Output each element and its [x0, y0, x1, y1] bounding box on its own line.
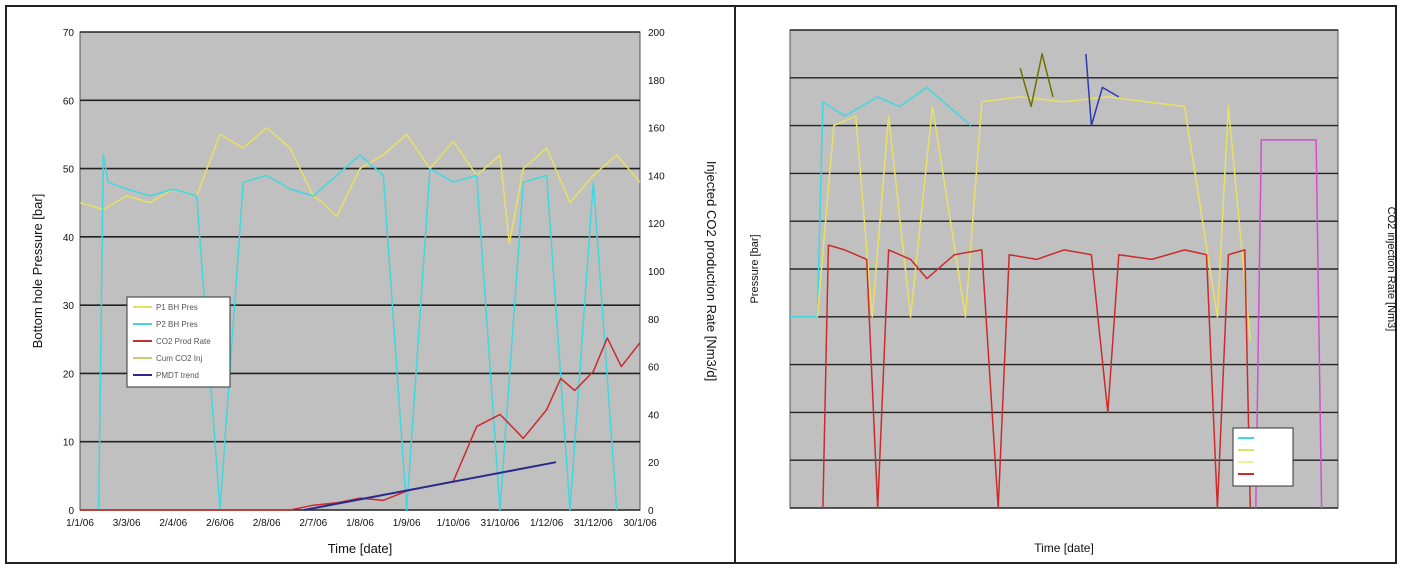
left-x-ticks: 1/1/06 3/3/06 2/4/06 2/6/06 2/8/06 2/7/06 1/8/…: [66, 518, 657, 529]
left-x-tick-label: 1/10/06: [437, 518, 471, 529]
right-y-axis-label: Pressure [bar]: [749, 234, 761, 303]
left-y2-tick-label: 0: [648, 506, 654, 517]
left-y2-tick-label: 180: [648, 76, 665, 87]
right-legend-box: [1232, 427, 1294, 487]
left-y2-tick-label: 160: [648, 124, 665, 135]
left-x-tick-label: 2/8/06: [253, 518, 281, 529]
left-legend: P1 BH Pres P2 BH Pres CO2 Prod Rate Cum CO2…: [126, 296, 231, 388]
right-series-line: [1255, 139, 1323, 509]
left-y2-tick-label: 200: [648, 28, 665, 39]
left-y2-tick-label: 100: [648, 267, 665, 278]
left-y-tick-label: 10: [63, 438, 75, 449]
left-x-tick-label: 1/9/06: [393, 518, 421, 529]
right-x-axis-label: Time [date]: [1034, 541, 1094, 555]
right-series-line: [822, 244, 1252, 509]
left-legend-label: Cum CO2 Inj: [156, 354, 202, 363]
left-x-tick-label: 2/4/06: [159, 518, 187, 529]
left-legend-label: CO2 Prod Rate: [156, 337, 211, 346]
left-y-tick-label: 0: [68, 506, 74, 517]
left-x-tick-label: 31/10/06: [481, 518, 520, 529]
right-series-line: [1085, 53, 1120, 127]
left-x-tick-label: 2/7/06: [299, 518, 327, 529]
left-legend-label: P2 BH Pres: [156, 320, 198, 329]
left-y2-axis-label: Injected CO2 production Rate [Nm3/d]: [704, 161, 719, 381]
left-y-tick-label: 30: [63, 301, 75, 312]
left-legend-label: PMDT trend: [156, 371, 199, 380]
left-x-tick-label: 1/1/06: [66, 518, 94, 529]
right-series-line: [1019, 53, 1054, 108]
left-y-tick-label: 60: [63, 96, 75, 107]
left-y2-tick-label: 60: [648, 363, 660, 374]
left-y2-tick-label: 20: [648, 458, 660, 469]
left-x-tick-label: 3/3/06: [113, 518, 141, 529]
left-x-axis-label: Time [date]: [328, 541, 393, 556]
left-series: [79, 126, 641, 511]
left-x-tick-label: 30/1/06: [623, 518, 657, 529]
left-y-axis-label: Bottom hole Pressure [bar]: [30, 194, 45, 349]
right-y2-axis-label: CO2 injection Rate [Nm3]: [1385, 207, 1397, 332]
left-y-tick-label: 50: [63, 165, 75, 176]
plot-area-left: [79, 31, 641, 511]
right-series-line: [816, 96, 1252, 341]
left-x-tick-label: 2/6/06: [206, 518, 234, 529]
left-y2-tick-label: 120: [648, 219, 665, 230]
left-y-ticks: 0 10 20 30 40 50 60 70: [63, 28, 75, 517]
left-y2-tick-label: 80: [648, 315, 660, 326]
left-x-tick-label: 1/12/06: [530, 518, 564, 529]
left-series-line: [303, 461, 557, 511]
right-series-line: [790, 86, 972, 318]
right-series: [790, 53, 1323, 509]
left-series-line: [97, 154, 618, 511]
left-y-tick-label: 20: [63, 369, 75, 380]
left-y-tick-label: 40: [63, 233, 75, 244]
chart-left: 0 10 20 30 40 50 60 70 0 20 40 60 80 100 120 140 160 180…: [30, 28, 719, 556]
left-y2-ticks: 0 20 40 60 80 100 120 140 160 180 200: [648, 28, 665, 517]
left-x-tick-label: 31/12/06: [574, 518, 613, 529]
left-y2-tick-label: 40: [648, 410, 660, 421]
left-y2-tick-label: 140: [648, 171, 665, 182]
right-legend: [1232, 427, 1294, 487]
chart-right: Time [date] Pressure [bar] CO2 injection…: [749, 29, 1397, 555]
left-legend-label: P1 BH Pres: [156, 303, 198, 312]
left-y-tick-label: 70: [63, 28, 75, 39]
left-x-tick-label: 1/8/06: [346, 518, 374, 529]
